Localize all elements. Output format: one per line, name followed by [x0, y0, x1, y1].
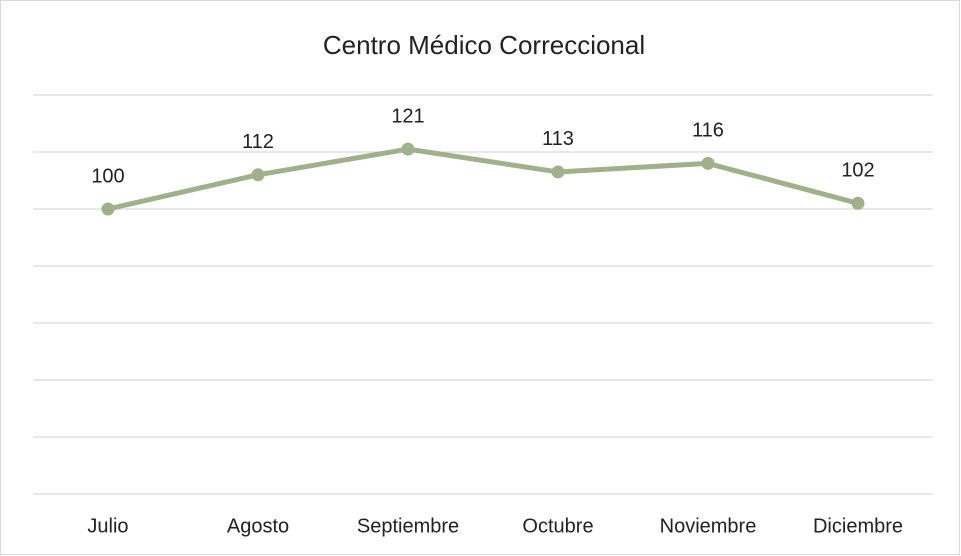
data-label: 113	[542, 128, 574, 150]
x-tick-label: Noviembre	[660, 515, 757, 537]
data-label: 100	[91, 165, 124, 187]
data-label: 102	[841, 160, 874, 182]
x-tick-label: Diciembre	[813, 515, 903, 537]
x-tick-label: Octubre	[522, 515, 593, 537]
x-tick-label: Julio	[87, 515, 128, 537]
chart-title: Centro Médico Correccional	[323, 30, 645, 60]
marker	[551, 165, 565, 179]
marker	[101, 202, 115, 216]
marker	[251, 168, 265, 182]
marker	[401, 142, 415, 156]
x-tick-label: Septiembre	[357, 515, 459, 537]
data-label: 116	[692, 120, 724, 142]
marker	[701, 156, 715, 170]
marker	[851, 196, 865, 210]
x-tick-label: Agosto	[227, 515, 289, 537]
data-label: 112	[242, 131, 274, 153]
data-label: 121	[391, 105, 424, 127]
line	[107, 146, 859, 212]
